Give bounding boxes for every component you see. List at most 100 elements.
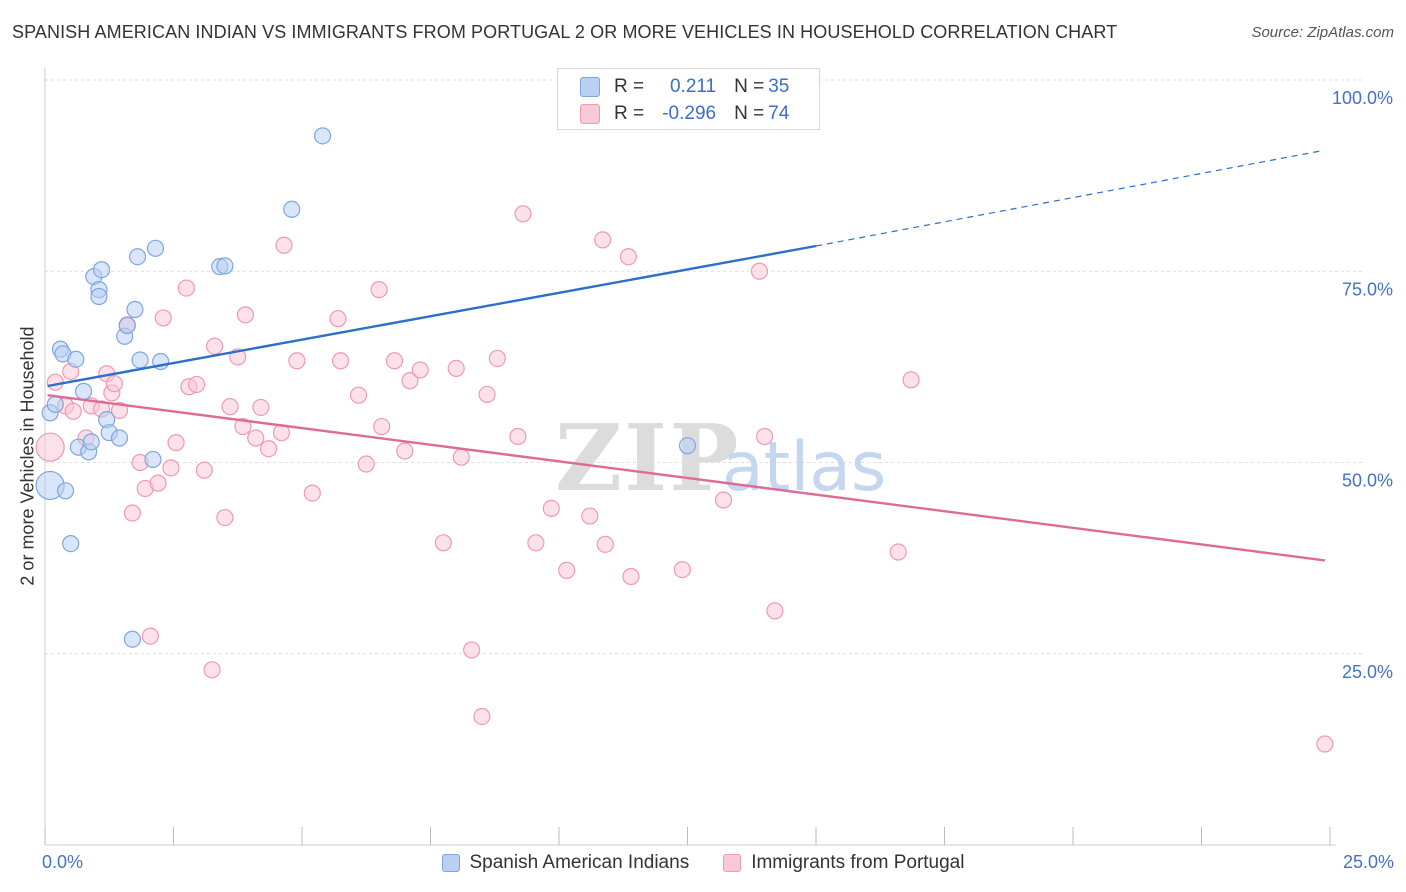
data-point	[514, 205, 532, 223]
watermark-zip: ZIP	[555, 404, 740, 512]
data-point	[154, 309, 172, 327]
legend-r-value: -0.296	[662, 103, 717, 124]
data-point	[473, 707, 491, 726]
x-tick-label-min: 0.0%	[42, 852, 84, 872]
data-point	[67, 350, 85, 368]
data-point	[216, 257, 234, 275]
data-point	[64, 402, 82, 420]
data-point	[118, 316, 136, 335]
data-point	[149, 474, 167, 492]
data-point	[123, 630, 141, 648]
legend-r-value: 0.211	[669, 76, 717, 97]
data-point	[331, 352, 350, 370]
legend-item-immigrants-from-portugal[interactable]: Immigrants from Portugal	[723, 852, 964, 874]
data-point	[509, 427, 527, 446]
data-point	[714, 491, 733, 509]
legend-n-label: N =	[734, 103, 765, 124]
legend-row-immigrants-from-portugal: R = -0.296 N = 74	[580, 101, 789, 127]
data-point	[141, 627, 159, 645]
data-point	[527, 534, 545, 552]
data-point	[619, 248, 637, 266]
data-point	[92, 261, 111, 279]
data-point	[678, 437, 697, 455]
data-point	[622, 567, 640, 586]
legend-swatch-blue	[580, 77, 600, 97]
trend-lines	[47, 150, 1326, 562]
data-point	[74, 382, 93, 400]
data-point	[349, 386, 368, 404]
x-tick-label-max: 25.0%	[1342, 852, 1394, 872]
watermark-atlas: atlas	[722, 428, 886, 507]
data-point	[303, 484, 321, 502]
data-point	[188, 375, 206, 394]
data-point	[131, 351, 149, 369]
data-point	[755, 427, 774, 446]
data-point	[126, 300, 144, 319]
data-point	[90, 287, 108, 306]
legend-n-value: 35	[768, 76, 790, 97]
legend-label: Immigrants from Portugal	[751, 852, 965, 873]
legend-row-spanish-american-indians: R = 0.211 N = 35	[580, 74, 789, 100]
legend-swatch-pink	[723, 854, 742, 872]
data-point	[288, 352, 306, 370]
data-point	[234, 417, 252, 436]
data-point	[167, 434, 185, 452]
data-point	[236, 306, 255, 324]
data-point	[1316, 735, 1334, 753]
data-point	[411, 361, 429, 379]
data-point	[177, 279, 195, 297]
data-point	[478, 385, 496, 404]
y-tick-labels: 25.0% 50.0% 75.0% 100.0%	[1332, 88, 1393, 682]
data-point	[35, 432, 65, 462]
correlation-legend: R = 0.211 N = 35 R = -0.296 N = 74	[557, 68, 820, 130]
series-portugal-points	[35, 205, 1334, 753]
data-point	[889, 543, 907, 561]
legend-swatch-blue	[441, 854, 460, 872]
y-tick-label: 100.0%	[1332, 88, 1393, 108]
legend-n-label: N =	[734, 76, 765, 97]
legend-label: Spanish American Indians	[469, 852, 690, 873]
data-point	[146, 239, 165, 257]
data-point	[123, 504, 141, 522]
grid-lines	[45, 79, 1365, 655]
data-point	[581, 507, 599, 525]
data-point	[396, 442, 414, 460]
data-point	[370, 281, 388, 299]
data-point	[313, 127, 332, 145]
data-point	[247, 429, 265, 447]
data-point	[373, 417, 391, 436]
data-point	[452, 448, 470, 466]
data-point	[46, 395, 64, 413]
data-point	[401, 372, 419, 390]
legend-swatch-pink	[580, 104, 600, 124]
data-point	[902, 371, 920, 389]
watermark: ZIP atlas	[555, 404, 886, 512]
data-point	[46, 373, 64, 391]
data-point	[203, 661, 221, 679]
data-point	[62, 534, 80, 553]
data-point	[206, 337, 224, 355]
chart-title: SPANISH AMERICAN INDIAN VS IMMIGRANTS FR…	[12, 22, 1118, 42]
legend-r-label: R =	[614, 103, 645, 124]
data-point	[750, 262, 769, 280]
data-point	[221, 398, 239, 416]
data-point	[275, 236, 293, 254]
data-point	[329, 310, 347, 328]
data-point	[594, 231, 612, 249]
data-point	[673, 560, 691, 579]
trend-line-spanish-american-indians	[47, 244, 817, 388]
data-point	[82, 433, 100, 451]
data-point	[128, 248, 147, 266]
data-point	[110, 429, 129, 447]
data-point	[542, 499, 560, 517]
legend-item-spanish-american-indians[interactable]: Spanish American Indians	[441, 852, 690, 874]
data-point	[447, 359, 465, 378]
series-spanish-american-indian-points	[35, 127, 697, 648]
y-tick-label: 25.0%	[1342, 662, 1393, 682]
y-tick-label: 75.0%	[1342, 279, 1393, 299]
data-point	[596, 535, 614, 553]
data-point	[195, 461, 213, 479]
y-tick-label: 50.0%	[1342, 471, 1393, 491]
data-point	[283, 200, 301, 218]
